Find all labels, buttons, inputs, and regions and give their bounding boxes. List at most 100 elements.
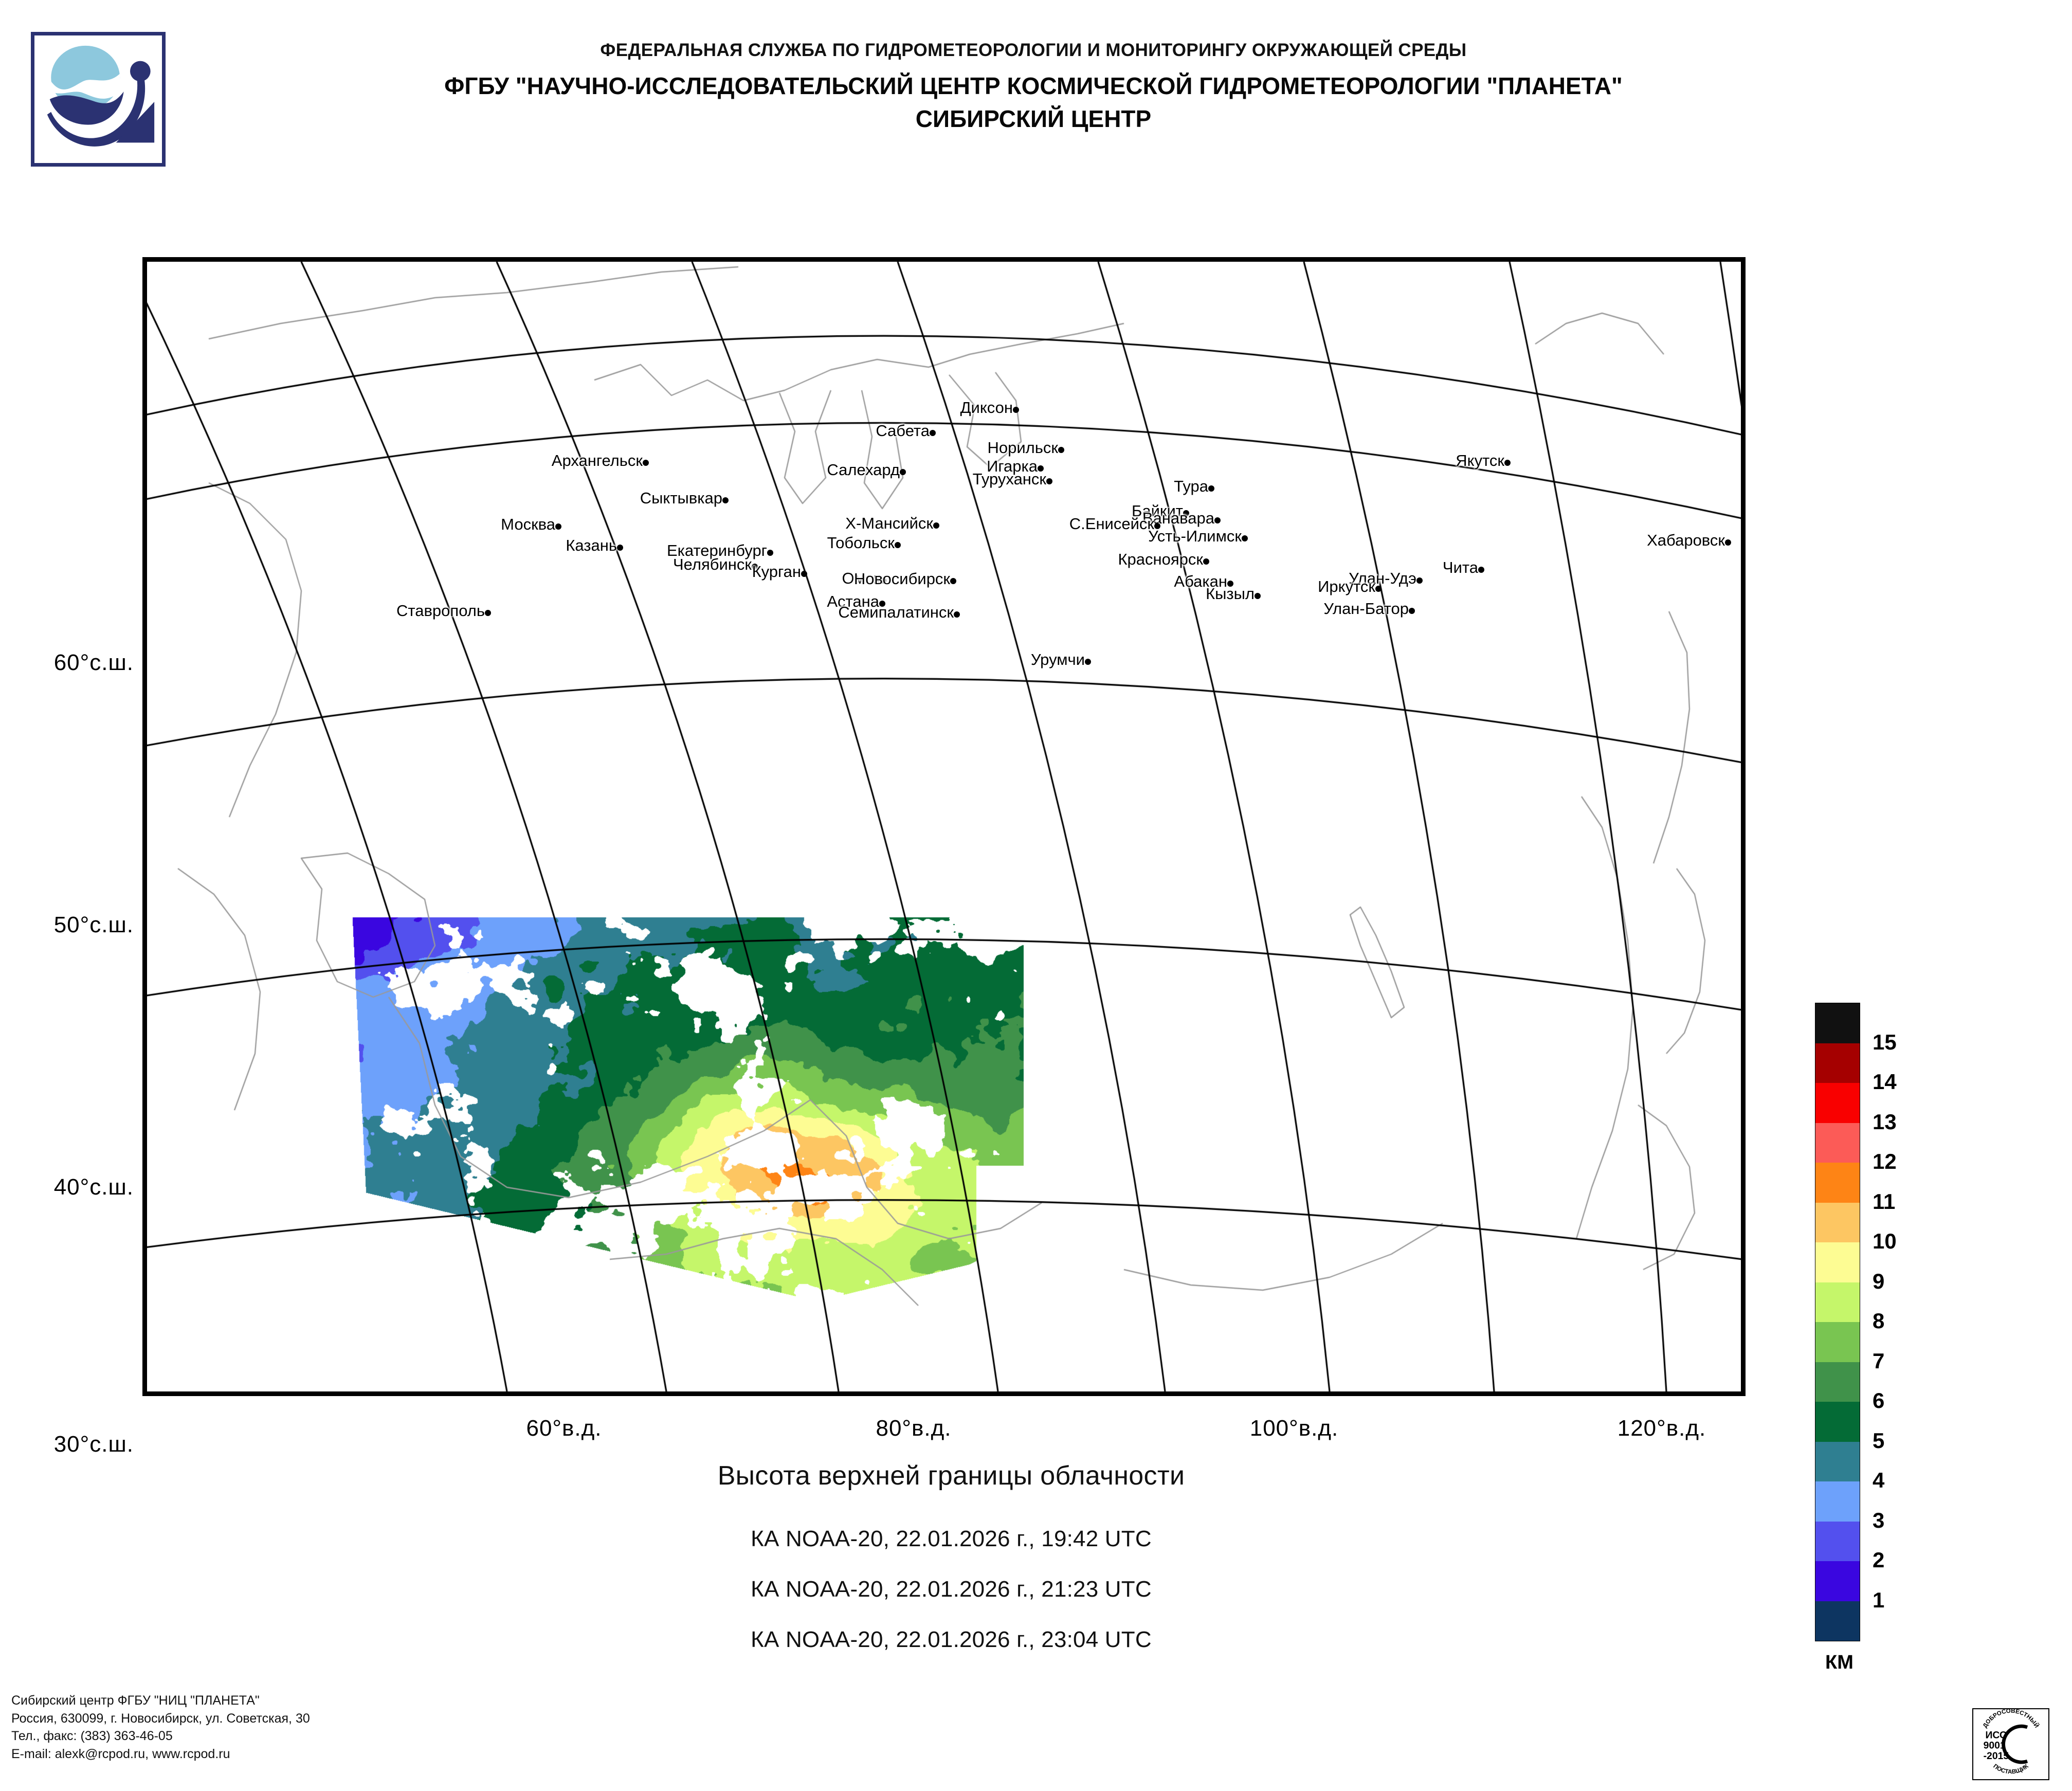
city-label-Игарка: Игарка <box>987 457 1038 475</box>
city-dot-Х-Мансийск <box>933 522 939 529</box>
footer-phone: Тел., факс: (383) 363-46-05 <box>11 1729 173 1743</box>
city-dot-Тура <box>1208 485 1214 492</box>
city-label-Москва: Москва <box>501 515 555 533</box>
satellite-cloud-top-height-map <box>147 262 1741 1391</box>
svg-text:9001: 9001 <box>1984 1740 2006 1751</box>
colorbar-band-13 <box>1815 1123 1860 1163</box>
city-label-Урумчи: Урумчи <box>1030 650 1085 668</box>
longitude-label-80°в.д.: 80°в.д. <box>876 1416 952 1441</box>
footer-org: Сибирский центр ФГБУ "НИЦ "ПЛАНЕТА" <box>11 1693 260 1708</box>
colorbar-band-12 <box>1815 1163 1860 1203</box>
colorbar-tick-15: 15 <box>1873 1029 1897 1054</box>
city-label-Курган: Курган <box>752 563 801 581</box>
city-label-Улан-Удэ: Улан-Удэ <box>1349 569 1416 587</box>
city-dot-Новосибирск <box>950 578 956 584</box>
city-dot-Якутск <box>1504 460 1511 466</box>
city-dot-Туруханск <box>1046 478 1052 484</box>
colorbar-tick-13: 13 <box>1873 1109 1897 1134</box>
city-label-С.Енисейск: С.Енисейск <box>1069 515 1154 533</box>
city-dot-Красноярск <box>1203 558 1209 565</box>
institute-name: ФГБУ "НАУЧНО-ИССЛЕДОВАТЕЛЬСКИЙ ЦЕНТР КОС… <box>444 73 1623 99</box>
colorbar-band-5 <box>1815 1441 1860 1481</box>
city-dot-Улан-Удэ <box>1416 577 1423 584</box>
city-label-Челябинск: Челябинск <box>673 555 752 573</box>
city-label-Х-Мансийск: Х-Мансийск <box>845 514 933 532</box>
city-dot-Чита <box>1478 567 1484 573</box>
city-dot-Диксон <box>1013 407 1019 413</box>
colorbar-tick-1: 1 <box>1873 1587 1885 1612</box>
city-dot-Сабета <box>930 430 936 436</box>
city-dot-Астана <box>879 601 885 607</box>
city-dot-Кызыл <box>1255 593 1261 599</box>
colorbar-unit-label: КМ <box>1825 1652 1853 1673</box>
latitude-label-50°с.ш.: 50°с.ш. <box>53 912 134 937</box>
city-label-Абакан: Абакан <box>1174 572 1227 590</box>
longitude-label-100°в.д.: 100°в.д. <box>1249 1416 1339 1441</box>
city-dot-Ставрополь <box>485 610 491 616</box>
city-dot-Москва <box>555 523 561 530</box>
city-label-Диксон: Диксон <box>960 399 1013 417</box>
city-label-Якутск: Якутск <box>1456 451 1504 469</box>
city-dot-Казань <box>617 545 623 551</box>
city-label-Хабаровск: Хабаровск <box>1647 531 1725 549</box>
colorbar-tick-7: 7 <box>1873 1348 1885 1373</box>
city-label-Новосибирск: Новосибирск <box>853 570 950 588</box>
svg-text:ДОБРОСОВЕСТНЫЙ: ДОБРОСОВЕСТНЫЙ <box>1982 1709 2040 1729</box>
iso-9001-certification-stamp: ДОБРОСОВЕСТНЫЙ ПОСТАВЩИК ИСО 9001 -2015 <box>1972 1708 2049 1780</box>
caption: Высота верхней границы облачности КА NOA… <box>257 1460 1645 1653</box>
city-label-Астана: Астана <box>827 592 879 610</box>
city-dot-Екатеринбург <box>767 550 773 556</box>
city-label-Салехард: Салехард <box>827 461 900 479</box>
map-frame: Диксон Сабета Норильск Архангельск Якутск Ига… <box>142 257 1746 1396</box>
city-dot-Урумчи <box>1085 659 1091 665</box>
city-dot-Курган <box>801 571 807 577</box>
longitude-label-120°в.д.: 120°в.д. <box>1617 1416 1706 1441</box>
colorbar-band-9 <box>1815 1282 1860 1322</box>
city-dot-Тобольск <box>895 542 901 548</box>
city-label-Улан-Батор: Улан-Батор <box>1323 600 1409 618</box>
colorbar-band-1 <box>1815 1601 1860 1641</box>
colorbar-band-2 <box>1815 1561 1860 1601</box>
colorbar-tick-4: 4 <box>1873 1468 1885 1492</box>
colorbar-band-8 <box>1815 1322 1860 1362</box>
colorbar-band-6 <box>1815 1402 1860 1442</box>
city-dot-Игарка <box>1038 465 1044 472</box>
colorbar-band-16 <box>1815 1003 1860 1043</box>
city-label-Красноярск: Красноярск <box>1118 550 1204 568</box>
footer-contact-block: Сибирский центр ФГБУ "НИЦ "ПЛАНЕТА" Росс… <box>11 1692 628 1763</box>
branch-name: СИБИРСКИЙ ЦЕНТР <box>915 105 1152 132</box>
city-label-Омск: Омск <box>842 569 881 587</box>
agency-name: ФЕДЕРАЛЬНАЯ СЛУЖБА ПО ГИДРОМЕТЕОРОЛОГИИ … <box>600 40 1467 60</box>
city-dot-Хабаровск <box>1725 539 1731 546</box>
header: ФЕДЕРАЛЬНАЯ СЛУЖБА ПО ГИДРОМЕТЕОРОЛОГИИ … <box>0 0 2072 195</box>
organisation-titles: ФЕДЕРАЛЬНАЯ СЛУЖБА ПО ГИДРОМЕТЕОРОЛОГИИ … <box>391 40 1676 133</box>
city-dot-Челябинск <box>752 564 758 570</box>
satellite-pass-3: КА NOAA-20, 22.01.2026 г., 23:04 UTC <box>751 1627 1152 1652</box>
city-label-Туруханск: Туруханск <box>972 470 1046 488</box>
colorbar-band-15 <box>1815 1043 1860 1083</box>
colorbar-tick-3: 3 <box>1873 1508 1885 1532</box>
city-label-Байкит: Байкит <box>1132 502 1183 520</box>
colorbar-tick-8: 8 <box>1873 1309 1885 1333</box>
longitude-label-60°в.д.: 60°в.д. <box>526 1416 602 1441</box>
city-label-Семипалатинск: Семипалатинск <box>838 603 954 621</box>
city-dot-Байкит <box>1183 510 1189 516</box>
city-label-Сыктывкар: Сыктывкар <box>640 489 722 507</box>
colorbar-tick-labels: 15 14 13 12 11 10 9 8 7 6 5 4 3 2 1 <box>1864 1003 1967 1640</box>
latitude-label-60°с.ш.: 60°с.ш. <box>53 650 134 675</box>
city-label-Усть-Илимск: Усть-Илимск <box>1148 527 1242 545</box>
city-label-Тобольск: Тобольск <box>827 534 895 552</box>
colorbar-legend: 15 14 13 12 11 10 9 8 7 6 5 4 3 2 1 КМ <box>1815 1003 2051 1702</box>
colorbar-tick-5: 5 <box>1873 1428 1885 1453</box>
city-label-Чита: Чита <box>1442 558 1478 576</box>
svg-text:-2015: -2015 <box>1984 1750 2009 1762</box>
city-dot-Семипалатинск <box>954 611 960 618</box>
footer-address: Россия, 630099, г. Новосибирск, ул. Сове… <box>11 1711 310 1726</box>
colorbar-band-3 <box>1815 1521 1860 1561</box>
planeta-logo <box>31 32 166 167</box>
city-dot-Усть-Илимск <box>1242 535 1248 541</box>
city-label-Архангельск: Архангельск <box>551 451 643 469</box>
city-dot-Архангельск <box>643 460 649 466</box>
city-label-Иркутск: Иркутск <box>1318 577 1375 595</box>
colorbar-tick-6: 6 <box>1873 1388 1885 1413</box>
